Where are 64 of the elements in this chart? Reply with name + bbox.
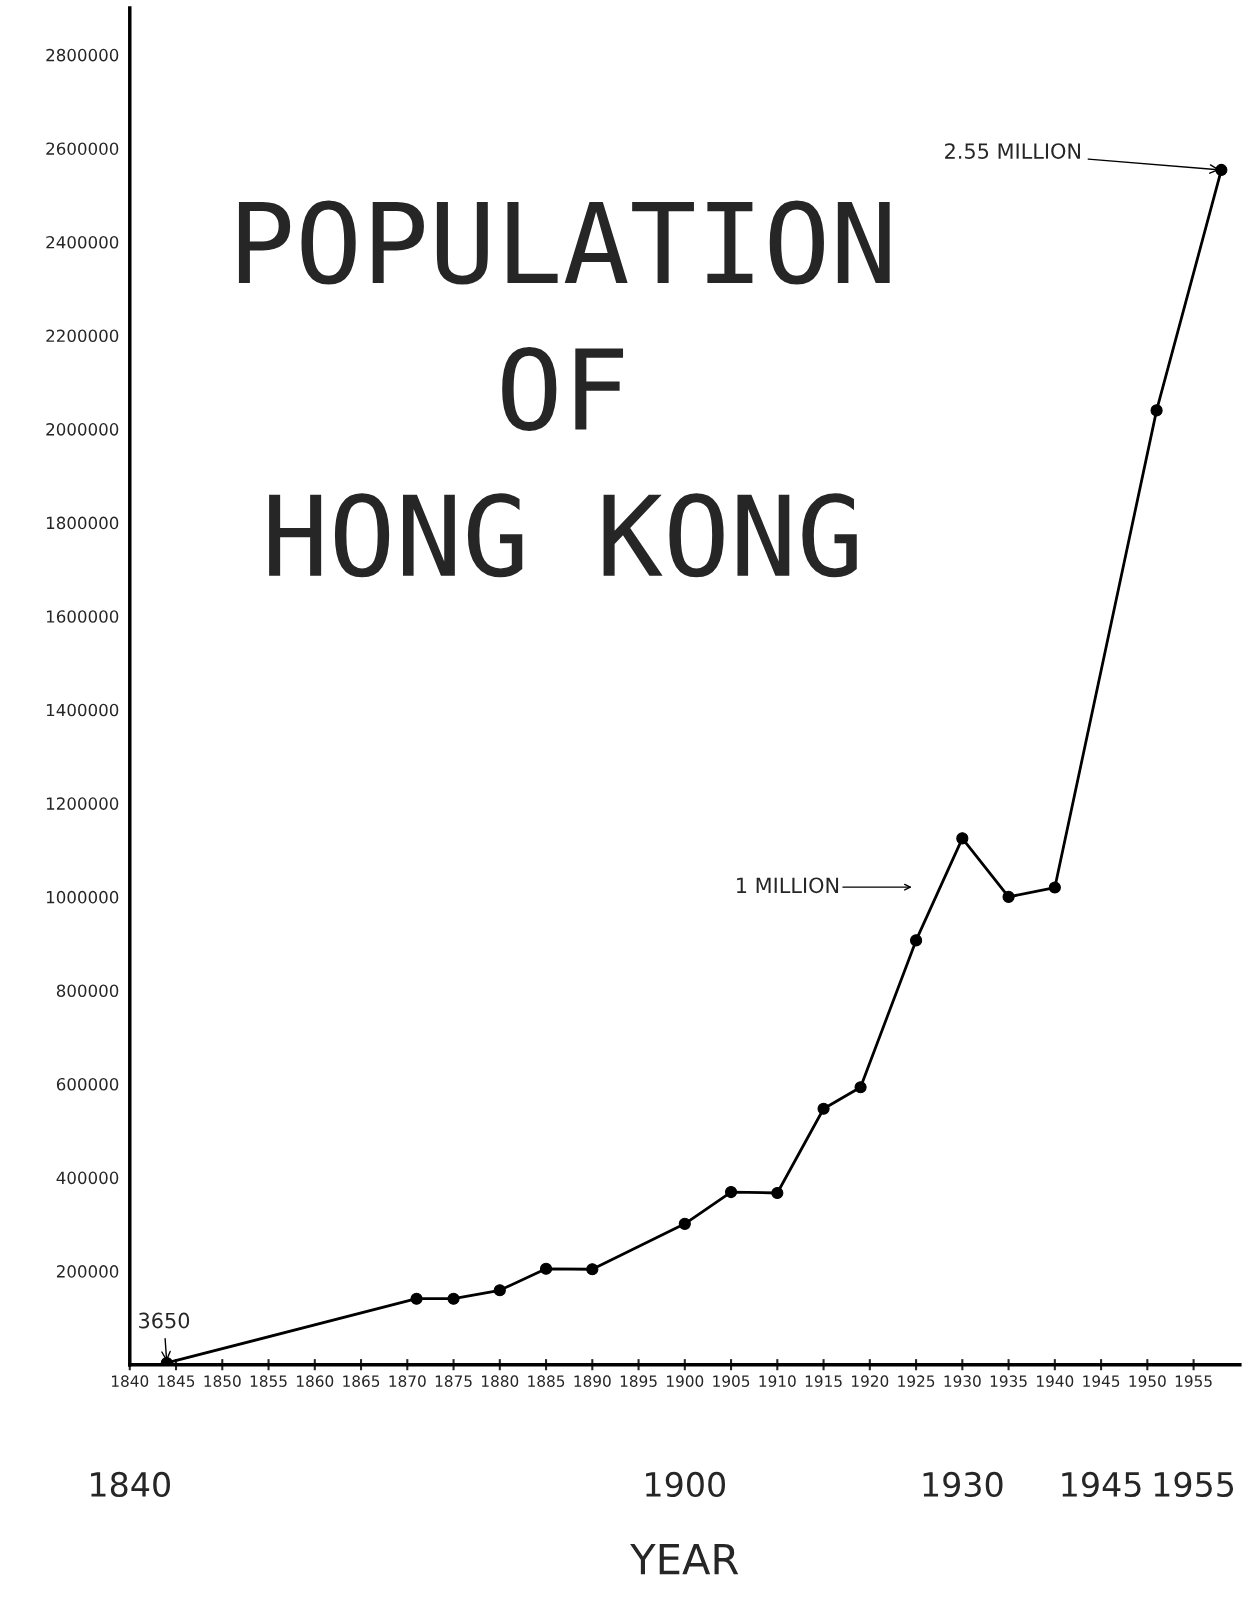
point <box>854 1081 867 1094</box>
x-tick-label: 1850 <box>204 1375 241 1387</box>
y-tick-label: 600000 <box>56 1077 119 1091</box>
point <box>1048 881 1061 894</box>
text: POPULATION OF HONG KONG <box>238 200 890 578</box>
x-tick-label: 1840 <box>112 1375 149 1387</box>
y-tick-label: 1400000 <box>46 703 119 717</box>
x-tick-label: 1855 <box>250 1375 287 1387</box>
point <box>539 1262 553 1275</box>
annotation: 1 MILLION <box>737 877 839 894</box>
point <box>493 1284 506 1297</box>
x-tick-label: 1950 <box>1129 1375 1166 1387</box>
point <box>771 1186 784 1200</box>
x-tick-label: 1875 <box>435 1375 472 1387</box>
x-tick-label: 1920 <box>852 1375 889 1387</box>
x2-tick-label: 1900 <box>646 1471 726 1498</box>
x-tick-label: 1905 <box>713 1375 750 1387</box>
y-tick-label: 2000000 <box>46 423 119 436</box>
x-tick-label: 1930 <box>944 1375 981 1387</box>
annotation: 2.55 MILLION <box>945 143 1080 159</box>
point <box>447 1292 460 1305</box>
point <box>678 1217 691 1230</box>
x-tick-label: 1945 <box>1083 1375 1120 1387</box>
point <box>1002 890 1015 903</box>
y-tick-label: 800000 <box>56 984 119 998</box>
x2-tick-label: 1945 <box>1062 1471 1141 1498</box>
y-tick-label: 2800000 <box>46 48 119 62</box>
point <box>817 1102 830 1115</box>
x-tick-label: 1895 <box>620 1375 657 1387</box>
x-tick-label: 1880 <box>482 1375 519 1387</box>
point <box>586 1263 599 1276</box>
x-tick-label: 1940 <box>1037 1375 1074 1387</box>
y-tick-label: 200000 <box>56 1265 119 1278</box>
x-tick-label: 1925 <box>898 1375 935 1387</box>
x-tick-label: 1890 <box>574 1375 611 1387</box>
y-tick-label: 1000000 <box>46 890 119 904</box>
point <box>1150 404 1163 417</box>
point <box>910 934 923 947</box>
x-tick-label: 1910 <box>759 1375 796 1387</box>
point <box>410 1292 423 1305</box>
x-tick-label: 1955 <box>1175 1375 1212 1387</box>
y-tick-label: 2200000 <box>46 329 119 343</box>
y-tick-label: 1200000 <box>46 797 119 810</box>
y-tick-label: 2600000 <box>46 142 119 155</box>
x2-tick-label: 1955 <box>1154 1471 1234 1498</box>
x-tick-label: 1900 <box>667 1375 704 1387</box>
x2-tick-label: 1840 <box>91 1471 170 1498</box>
x2-tick-label: 1930 <box>923 1471 1003 1498</box>
y-tick-label: 2400000 <box>46 235 119 249</box>
x-tick-label: 1845 <box>158 1375 195 1387</box>
x-tick-label: 1935 <box>990 1375 1027 1387</box>
point <box>956 832 969 845</box>
annotation: 3650 <box>139 1312 190 1329</box>
x-axis-title: YEAR <box>630 1543 739 1575</box>
x-tick-label: 1885 <box>528 1375 565 1387</box>
y-tick-label: 1800000 <box>46 516 119 530</box>
x-tick-label: 1860 <box>297 1375 334 1387</box>
x-tick-label: 1915 <box>805 1375 842 1387</box>
point <box>724 1185 738 1199</box>
x-tick-label: 1870 <box>389 1375 426 1387</box>
point <box>1215 163 1228 177</box>
y-tick-label: 1600000 <box>46 610 119 623</box>
x-tick-label: 1865 <box>343 1375 380 1387</box>
y-tick-label: 400000 <box>56 1171 119 1185</box>
